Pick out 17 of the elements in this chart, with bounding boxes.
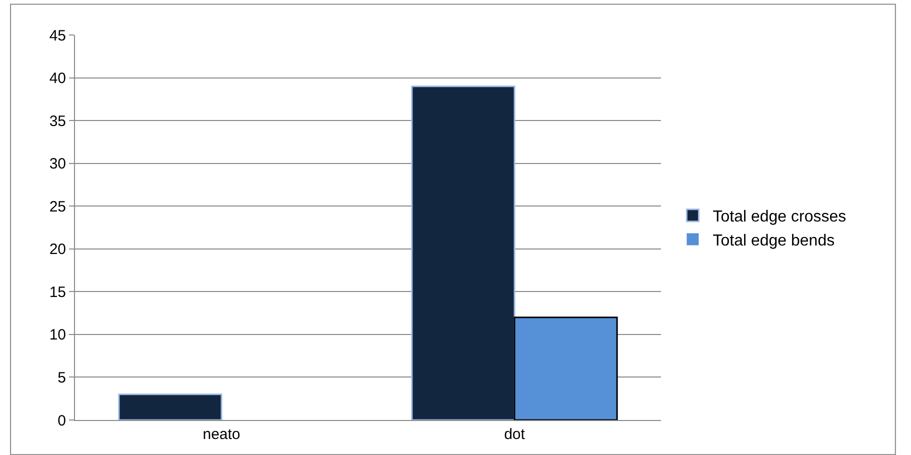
x-tick-label: dot — [504, 426, 526, 443]
y-tick-label: 0 — [58, 412, 66, 430]
y-tick-label: 25 — [49, 198, 66, 216]
y-tick-label: 35 — [49, 112, 66, 130]
x-tick-label: neato — [202, 426, 240, 443]
y-tick-label: 30 — [49, 156, 66, 173]
y-tick-label: 5 — [58, 369, 66, 386]
bar — [411, 86, 516, 420]
bar — [514, 316, 618, 420]
legend-label: Total edge bends — [712, 232, 835, 250]
y-tick-label: 20 — [49, 241, 66, 258]
y-tick-label: 45 — [49, 27, 66, 44]
bar — [118, 394, 222, 420]
legend-label: Total edge crosses — [712, 208, 846, 226]
y-tick-label: 15 — [49, 284, 66, 301]
y-tick-label: 10 — [49, 326, 66, 344]
y-tick-label: 40 — [49, 70, 66, 88]
